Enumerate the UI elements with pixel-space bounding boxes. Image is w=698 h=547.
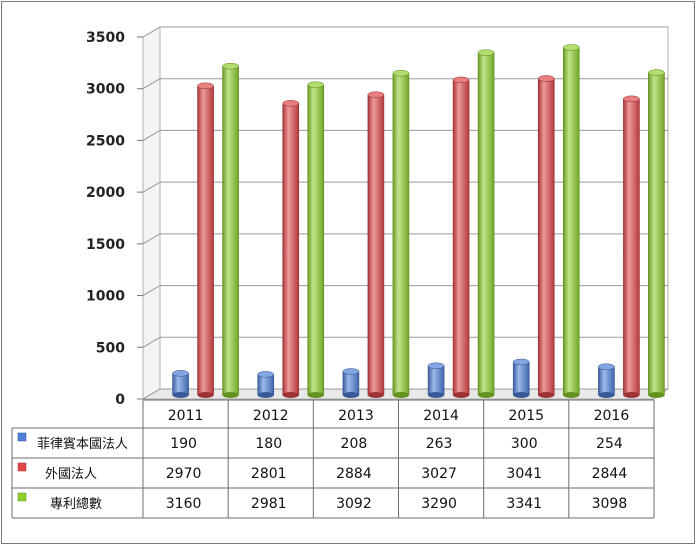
table-cell: 3290 (421, 496, 457, 512)
bar-2011-series-3 (222, 62, 239, 398)
y-tick-label: 0 (115, 392, 125, 408)
legend-label: 專利總數 (50, 496, 102, 512)
data-table: 2011 2012 2013 2014 2015 2016 菲律賓本國法人 190 180 208… (11, 399, 655, 519)
table-cell: 2844 (592, 466, 628, 482)
legend-swatch (17, 492, 27, 502)
bar-2015-series-3 (562, 44, 580, 398)
bar-series (172, 44, 665, 398)
x-tick-label: 2014 (423, 408, 459, 424)
bar-2011-series-2 (197, 82, 214, 398)
bar-2016-series-3 (648, 69, 665, 398)
gridline-side (142, 26, 161, 38)
table-cell: 180 (255, 436, 282, 452)
table-cell: 3341 (506, 496, 542, 512)
y-tick-label: 1000 (86, 289, 125, 305)
back-wall (159, 26, 669, 390)
bar-2013-series-1 (342, 368, 360, 398)
table-cell: 3098 (592, 496, 628, 512)
bar-2012-series-2 (282, 100, 300, 398)
bar-2014-series-3 (477, 49, 495, 398)
table-cell: 263 (426, 436, 453, 452)
gridline-side (142, 78, 161, 90)
legend-label: 菲律賓本國法人 (37, 436, 128, 452)
bar-2015-series-2 (537, 75, 555, 398)
table-cell: 3092 (336, 496, 372, 512)
bar-2016-series-1 (598, 363, 615, 398)
x-tick-label: 2013 (338, 408, 374, 424)
bar-2012-series-1 (257, 371, 275, 398)
table-cell: 3027 (421, 466, 457, 482)
table-cell: 2884 (336, 466, 372, 482)
gridline-side (142, 129, 161, 141)
gridline-side (142, 285, 161, 297)
x-tick-label: 2011 (168, 408, 204, 424)
gridlines (137, 26, 668, 400)
gridline-side (142, 336, 161, 348)
bar-2013-series-2 (367, 91, 385, 398)
table-cell: 3041 (506, 466, 542, 482)
gridline-side (142, 181, 161, 193)
legend-label: 外國法人 (45, 467, 97, 482)
gridline-side (142, 388, 161, 400)
bar-2016-series-2 (623, 95, 640, 398)
y-tick-label: 2000 (86, 185, 125, 201)
table-cell: 3160 (166, 496, 202, 512)
table-cell: 2970 (166, 466, 202, 482)
bar-2012-series-3 (307, 81, 325, 398)
y-tick-label: 2500 (86, 133, 125, 149)
legend-swatch (17, 432, 27, 442)
gridline-side (142, 233, 161, 245)
x-tick-label: 2015 (508, 408, 544, 424)
y-axis-ticks: 0 500 1000 1500 2000 2500 3000 3500 (86, 30, 125, 408)
bar-2011-series-1 (172, 370, 189, 398)
y-tick-label: 1500 (86, 237, 125, 253)
chart-walls (141, 26, 670, 400)
table-cell: 2981 (251, 496, 287, 512)
bar-2015-series-1 (512, 358, 530, 398)
side-wall (142, 26, 161, 400)
table-cell: 190 (170, 436, 197, 452)
table-cell: 254 (596, 436, 623, 452)
bar-2014-series-1 (427, 362, 445, 398)
y-tick-label: 3000 (86, 82, 125, 98)
x-tick-label: 2012 (253, 408, 289, 424)
x-tick-label: 2016 (594, 408, 630, 424)
legend-swatch (17, 462, 27, 472)
table-cell: 300 (511, 436, 538, 452)
y-tick-label: 500 (96, 340, 125, 356)
table-cell: 2801 (251, 466, 287, 482)
table-cell: 208 (341, 436, 368, 452)
bar-2013-series-3 (392, 69, 410, 398)
bar-2014-series-2 (452, 76, 470, 398)
y-tick-label: 3500 (86, 30, 125, 46)
